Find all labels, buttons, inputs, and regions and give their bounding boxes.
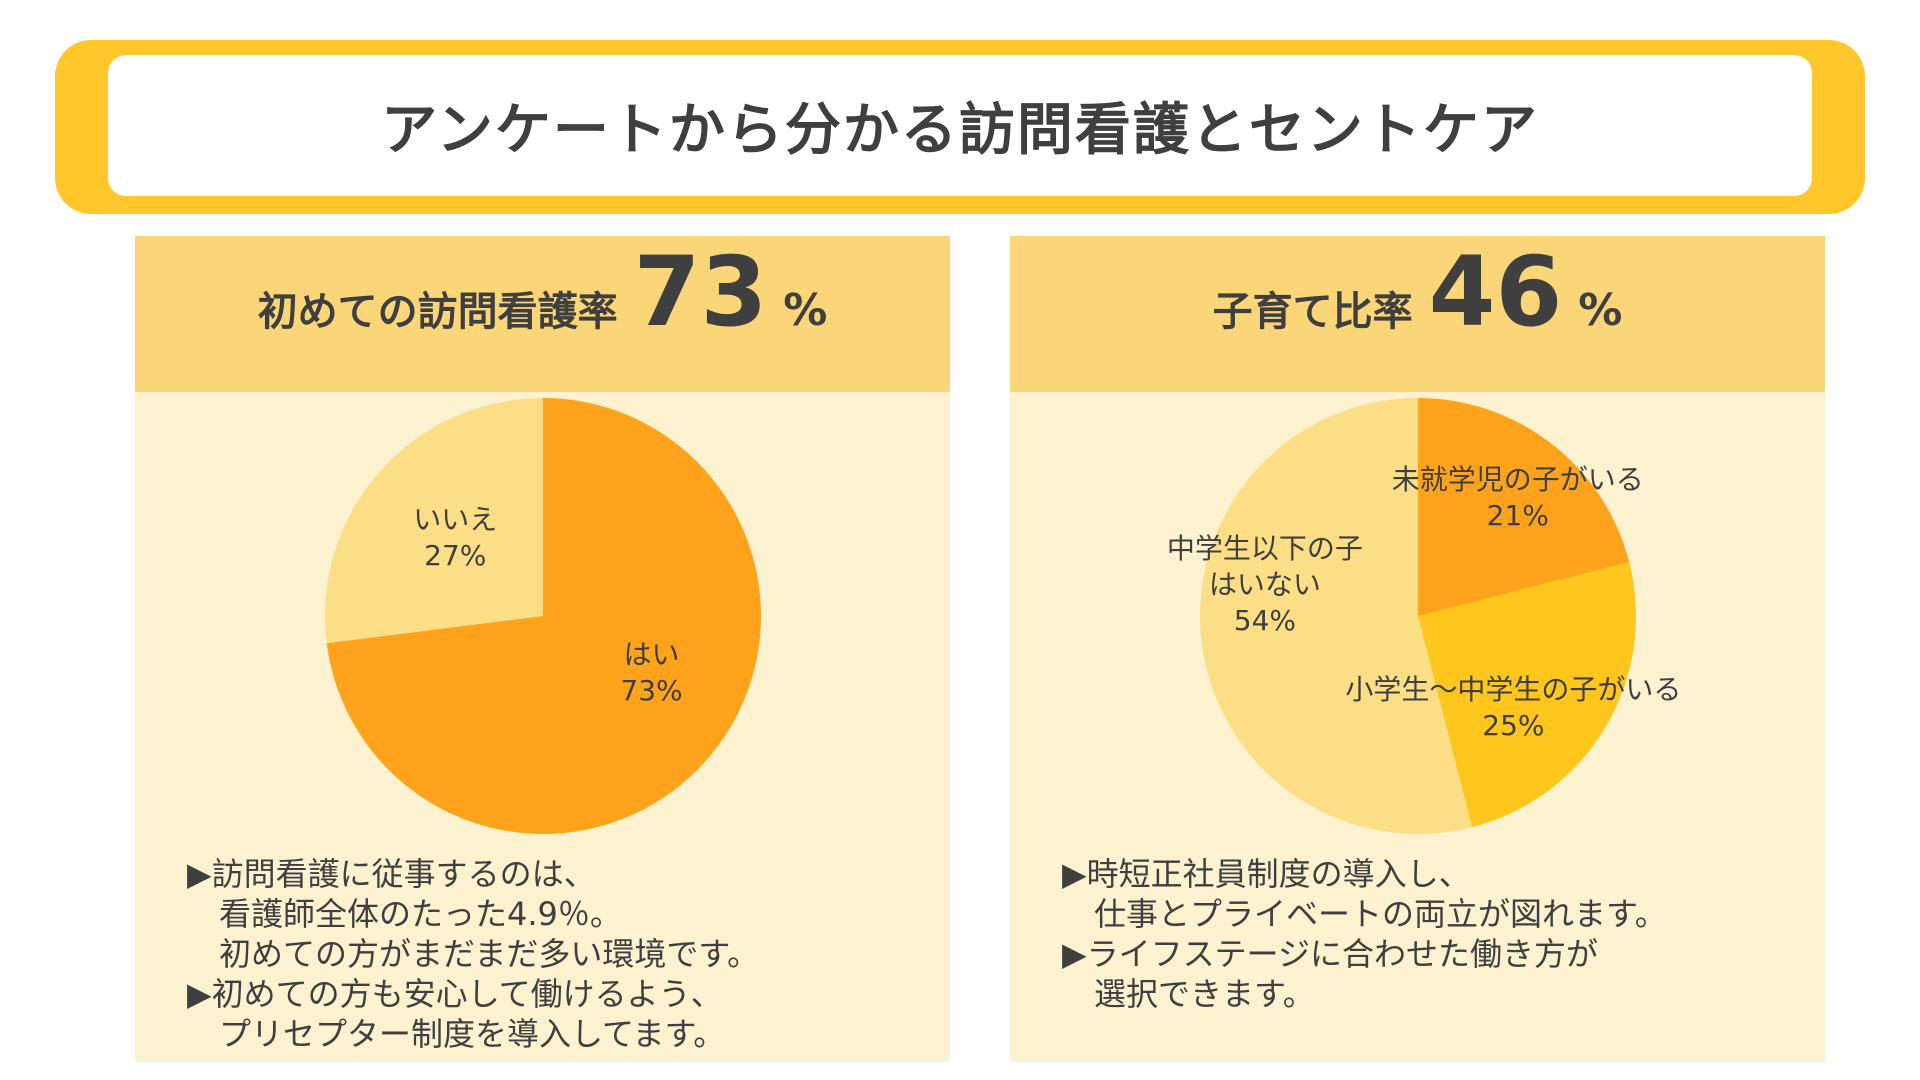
pie-label-no-children-pct: 54% xyxy=(1233,604,1296,638)
pie-label-preschool-pct: 21% xyxy=(1486,499,1549,533)
pie-label-elementary-pct: 25% xyxy=(1482,708,1545,742)
note-line: 看護師全体のたった4.9％。 xyxy=(187,895,622,933)
note-line: ▶初めての方も安心して働けるよう、 xyxy=(187,975,723,1013)
panel-header-unit: % xyxy=(783,285,828,336)
note-line: 初めての方がまだまだ多い環境です。 xyxy=(187,935,760,973)
title-banner-frame: アンケートから分かる訪問看護とセントケア xyxy=(55,40,1865,214)
pie-label-no-pct: 27% xyxy=(424,538,487,572)
panel-header-unit: % xyxy=(1578,285,1623,336)
pie-label-preschool-text: 未就学児の子がいる xyxy=(1391,463,1644,497)
pie-label-yes-text: はい xyxy=(623,637,680,671)
pie-label-yes-pct: 73% xyxy=(620,673,683,707)
panel-header-childcare: 子育て比率 46 % xyxy=(1010,236,1825,392)
pie-label-no-text: いいえ xyxy=(413,502,498,536)
panel-body-childcare: 未就学児の子がいる 21% 小学生～中学生の子がいる 25% 中学生以下の子はい… xyxy=(1010,392,1825,1062)
note-line: ▶訪問看護に従事するのは、 xyxy=(187,855,596,893)
title-box: アンケートから分かる訪問看護とセントケア xyxy=(108,55,1812,196)
panels-container: 初めての訪問看護率 73 % いいえ 27% はい 73% xyxy=(135,236,1825,1062)
note-line: プリセプター制度を導入してます。 xyxy=(187,1015,726,1053)
pie-label-no-children: 中学生以下の子はいない 54% xyxy=(1155,531,1375,639)
panel-header-content: 初めての訪問看護率 73 % xyxy=(258,244,828,340)
note-line: 選択できます。 xyxy=(1062,975,1315,1013)
note-line: ▶時短正社員制度の導入し、 xyxy=(1062,855,1471,893)
panel-childcare-rate: 子育て比率 46 % 未就学児の子がいる 21% 小学生～中学生の子がいる 25… xyxy=(1010,236,1825,1062)
note-line: ▶ライフステージに合わせた働き方が xyxy=(1062,935,1598,973)
note-line: 仕事とプライベートの両立が図れます。 xyxy=(1062,895,1667,933)
notes-first-visit: ▶訪問看護に従事するのは、 看護師全体のたった4.9％。 初めての方がまだまだ多… xyxy=(187,854,930,1054)
pie-label-no-children-text: 中学生以下の子はいない xyxy=(1166,532,1363,602)
pie-label-preschool: 未就学児の子がいる 21% xyxy=(1392,462,1644,534)
pie-chart-childcare: 未就学児の子がいる 21% 小学生～中学生の子がいる 25% 中学生以下の子はい… xyxy=(1167,398,1681,834)
panel-header-label: 初めての訪問看護率 xyxy=(257,289,618,335)
pie-label-elementary-text: 小学生～中学生の子がいる xyxy=(1345,672,1682,706)
panel-body-first-visit: いいえ 27% はい 73% ▶訪問看護に従事するのは、 看護師全体のたった4.… xyxy=(135,392,950,1062)
page-title: アンケートから分かる訪問看護とセントケア xyxy=(381,98,1539,163)
panel-header-value: 73 xyxy=(633,236,768,348)
notes-childcare: ▶時短正社員制度の導入し、 仕事とプライベートの両立が図れます。 ▶ライフステー… xyxy=(1062,854,1805,1014)
pie-label-yes: はい 73% xyxy=(620,637,682,709)
panel-header-content: 子育て比率 46 % xyxy=(1213,244,1623,340)
panel-header-label: 子育て比率 xyxy=(1212,289,1413,335)
pie-circle-childcare xyxy=(1199,398,1636,834)
pie-label-no: いいえ 27% xyxy=(413,502,497,574)
pie-chart-first-visit: いいえ 27% はい 73% xyxy=(324,398,761,834)
pie-label-elementary: 小学生～中学生の子がいる 25% xyxy=(1345,672,1681,744)
panel-first-visit-rate: 初めての訪問看護率 73 % いいえ 27% はい 73% xyxy=(135,236,950,1062)
panel-header-value: 46 xyxy=(1428,236,1563,348)
panel-header-first-visit: 初めての訪問看護率 73 % xyxy=(135,236,950,392)
pie-circle-first-visit xyxy=(324,398,761,834)
